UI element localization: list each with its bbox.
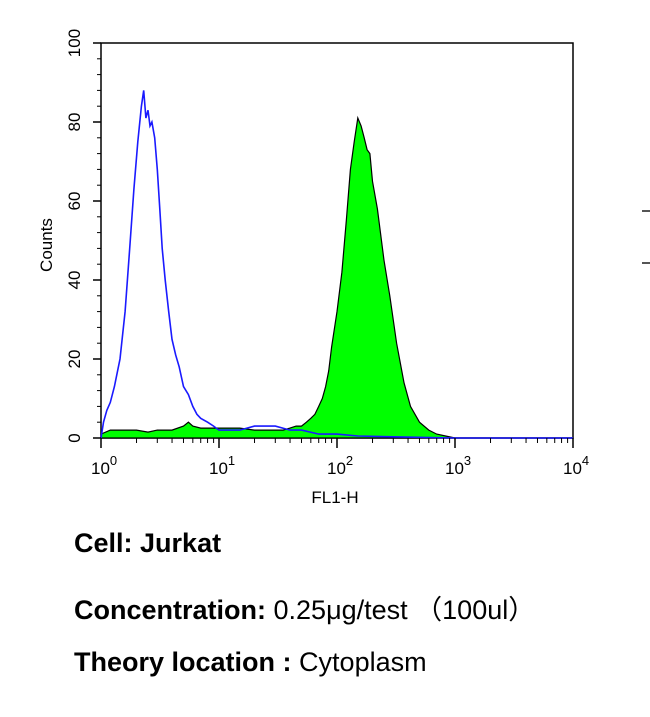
axis-layer: 0 20 40 60 80 100 100 101 102 103 104 — [65, 29, 589, 478]
y-tick-label: 40 — [65, 271, 84, 290]
theory-caption: Theory location : Cytoplasm — [74, 647, 427, 678]
y-tick-label: 100 — [65, 29, 84, 57]
theory-label: Theory location : — [74, 647, 292, 677]
y-tick-label: 80 — [65, 113, 84, 132]
histogram-chart: 0 20 40 60 80 100 100 101 102 103 104 FL1-H Counts — [37, 29, 589, 507]
x-tick-label: 104 — [563, 453, 589, 478]
concentration-caption: Concentration: 0.25μg/test （100ul） — [74, 588, 535, 627]
x-tick-label: 103 — [445, 453, 471, 478]
series-layer — [100, 90, 573, 439]
theory-value: Cytoplasm — [299, 647, 427, 677]
cell-caption: Cell: Jurkat — [74, 528, 221, 559]
x-tick-label: 102 — [327, 453, 353, 478]
cell-label: Cell: — [74, 528, 133, 558]
stray-mark — [642, 210, 650, 212]
cell-value: Jurkat — [140, 528, 222, 558]
y-tick-label: 60 — [65, 192, 84, 211]
y-tick-label: 20 — [65, 350, 84, 369]
stray-mark — [642, 262, 650, 264]
x-tick-label: 100 — [91, 453, 117, 478]
x-tick-label: 101 — [209, 453, 235, 478]
y-tick-label: 0 — [65, 433, 84, 442]
y-axis-label: Counts — [37, 218, 56, 272]
concentration-label: Concentration: — [74, 595, 266, 625]
series-outline-line — [100, 90, 573, 439]
x-axis-label: FL1-H — [311, 488, 358, 507]
concentration-value: 0.25μg/test （100ul） — [273, 595, 536, 625]
series-filled-area — [100, 115, 573, 439]
